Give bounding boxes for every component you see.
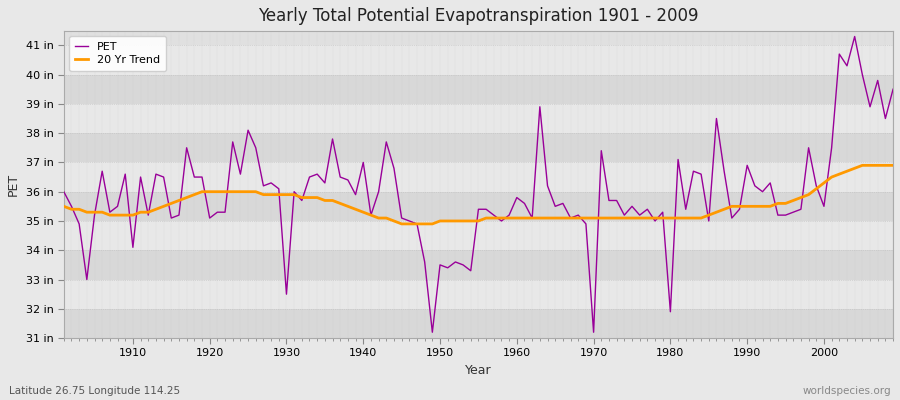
PET [850, 34, 860, 39]
20 Yr Trend [335, 201, 346, 206]
20 Yr Trend [511, 216, 522, 220]
PET [289, 189, 300, 194]
Line: 20 Yr Trend: 20 Yr Trend [64, 165, 893, 224]
PET [335, 175, 346, 180]
Legend: PET, 20 Yr Trend: PET, 20 Yr Trend [69, 36, 166, 71]
20 Yr Trend [857, 163, 868, 168]
PET [887, 87, 898, 92]
20 Yr Trend [887, 163, 898, 168]
Bar [64, 162, 893, 192]
PET [511, 195, 522, 200]
Bar [64, 309, 893, 338]
Title: Yearly Total Potential Evapotranspiration 1901 - 2009: Yearly Total Potential Evapotranspiratio… [258, 7, 698, 25]
20 Yr Trend [396, 222, 407, 226]
Bar [64, 133, 893, 162]
Bar [64, 192, 893, 221]
Bar [64, 280, 893, 309]
PET [519, 201, 530, 206]
PET [58, 189, 69, 194]
X-axis label: Year: Year [465, 364, 491, 377]
PET [120, 172, 130, 176]
20 Yr Trend [611, 216, 622, 220]
Bar [64, 74, 893, 104]
20 Yr Trend [120, 213, 130, 218]
Bar [64, 250, 893, 280]
Bar [64, 104, 893, 133]
Line: PET: PET [64, 36, 893, 332]
Text: worldspecies.org: worldspecies.org [803, 386, 891, 396]
PET [611, 198, 622, 203]
Y-axis label: PET: PET [7, 173, 20, 196]
20 Yr Trend [289, 192, 300, 197]
20 Yr Trend [58, 204, 69, 209]
20 Yr Trend [519, 216, 530, 220]
Bar [64, 221, 893, 250]
Bar [64, 45, 893, 74]
Text: Latitude 26.75 Longitude 114.25: Latitude 26.75 Longitude 114.25 [9, 386, 180, 396]
PET [427, 330, 437, 335]
